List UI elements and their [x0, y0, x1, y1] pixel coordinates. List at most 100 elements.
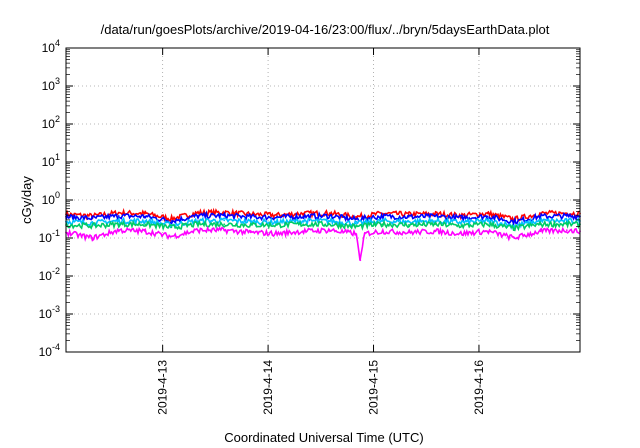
series-5	[65, 225, 581, 262]
x-axis-label: Coordinated Universal Time (UTC)	[224, 430, 423, 445]
series-line	[65, 210, 580, 227]
series-point	[223, 219, 226, 222]
x-tick-label: 2019-4-13	[156, 360, 170, 415]
series-point	[196, 229, 199, 232]
series-point	[381, 215, 384, 218]
series-point	[539, 223, 542, 226]
series-point	[355, 216, 357, 218]
series-point	[486, 223, 489, 226]
series-point	[565, 229, 568, 232]
series-point	[434, 223, 436, 226]
series-point	[381, 230, 384, 233]
series-point	[117, 229, 120, 232]
series-point	[513, 227, 515, 230]
series-point	[460, 224, 463, 227]
series-point	[434, 230, 436, 233]
series-point	[539, 230, 542, 233]
series-point	[328, 215, 331, 217]
series-point	[302, 220, 305, 222]
series-point	[355, 225, 357, 228]
series-point	[196, 211, 199, 214]
series-line	[65, 225, 581, 261]
plot-area	[65, 207, 581, 262]
series-point	[249, 224, 252, 226]
series-point	[196, 223, 199, 226]
series-point	[328, 223, 331, 226]
series-point	[276, 216, 278, 219]
series-point	[117, 215, 120, 217]
series-point	[117, 223, 120, 226]
series-point	[486, 212, 489, 215]
y-tick-label: 104	[42, 38, 60, 55]
series-point	[355, 222, 357, 225]
series-point	[302, 215, 305, 218]
series-point	[276, 224, 278, 226]
series-point	[355, 218, 357, 221]
series-point	[302, 230, 305, 233]
series-point	[460, 216, 463, 219]
y-tick-label: 101	[42, 152, 60, 169]
series-point	[359, 259, 362, 262]
series-point	[434, 213, 436, 215]
series-point	[328, 220, 331, 222]
series-point	[91, 237, 94, 239]
y-tick-label: 10-3	[39, 304, 60, 321]
series-point	[407, 224, 410, 226]
series-point	[249, 220, 252, 223]
series-line	[65, 216, 581, 230]
series-point	[381, 223, 384, 226]
series-point	[223, 223, 226, 226]
x-tick-label: 2019-4-14	[261, 360, 275, 415]
y-tick-label: 100	[42, 190, 60, 207]
grid	[66, 48, 580, 352]
series-point	[355, 232, 357, 235]
series-point	[565, 215, 568, 217]
chart-title: /data/run/goesPlots/archive/2019-04-16/2…	[101, 22, 550, 37]
series-point	[513, 237, 515, 239]
series-point	[407, 220, 410, 223]
x-axis: 2019-4-13 2019-4-14 2019-4-15 2019-4-16	[156, 48, 486, 415]
series-point	[91, 224, 94, 227]
y-axis-label: cGy/day	[19, 176, 34, 224]
series-point	[144, 223, 147, 226]
series-point	[196, 220, 199, 222]
series-point	[302, 212, 305, 215]
series-point	[302, 223, 305, 226]
series-line	[65, 218, 581, 232]
series-point	[407, 216, 410, 218]
series-point	[276, 214, 278, 217]
series-point	[91, 217, 94, 220]
series-point	[117, 211, 120, 214]
series-point	[513, 220, 515, 223]
series-point	[223, 229, 226, 232]
series-point	[170, 226, 173, 229]
series-point	[328, 212, 331, 215]
series-point	[460, 221, 463, 224]
series-point	[249, 231, 252, 234]
series-point	[144, 230, 147, 233]
series-point	[460, 232, 463, 235]
y-tick-label: 10-2	[39, 266, 60, 283]
series-point	[117, 220, 120, 222]
series-point	[434, 220, 436, 222]
series-point	[486, 215, 489, 218]
series-point	[363, 232, 366, 235]
y-tick-label: 10-4	[39, 342, 60, 359]
series-point	[513, 224, 515, 227]
series-point	[486, 220, 489, 222]
series-point	[170, 220, 173, 222]
series-point	[407, 231, 410, 234]
y-axis: 10-4 10-3 10-2 10-1 100 101 102 103 104	[39, 38, 580, 359]
series-point	[434, 215, 436, 218]
series-point	[170, 217, 173, 220]
series-point	[276, 221, 278, 224]
series-point	[170, 235, 173, 238]
series-point	[381, 220, 384, 222]
series-point	[249, 216, 252, 218]
series-point	[144, 212, 147, 215]
series-point	[144, 220, 147, 222]
series-point	[144, 215, 147, 218]
series-point	[276, 232, 278, 235]
series-point	[196, 215, 199, 217]
series-point	[223, 214, 226, 217]
